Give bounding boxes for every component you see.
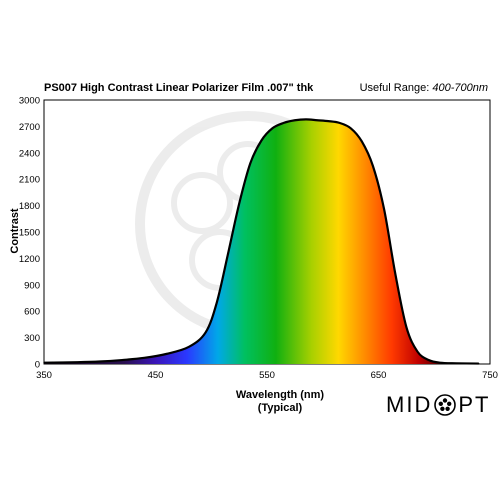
logo-text-left: MID [386,392,433,417]
x-tick-label: 550 [259,370,275,381]
data-point [372,165,374,167]
y-tick-label: 2400 [19,148,40,159]
data-point [305,118,307,120]
data-point [271,127,274,129]
x-axis-label: Wavelength (nm) [235,389,325,401]
data-point [350,127,352,129]
y-tick-label: 3000 [19,96,40,107]
data-point [216,301,218,303]
data-point [43,362,45,364]
data-point [439,362,441,364]
data-point [76,361,79,363]
x-tick-label: 450 [148,370,164,381]
data-point [143,357,145,359]
data-point [338,122,341,124]
data-point [405,326,407,328]
data-point [327,120,329,122]
data-point [428,359,430,361]
logo-text-right: PT [458,392,491,417]
y-tick-label: 2700 [19,122,40,133]
y-tick-label: 600 [24,307,40,318]
data-point [227,253,229,255]
data-point [249,162,251,164]
data-point [361,140,363,142]
data-point [205,331,207,333]
y-tick-label: 0 [35,360,40,371]
useful-range-label: Useful Range: [359,82,430,94]
y-tick-label: 2100 [19,175,40,186]
data-point [99,360,101,363]
data-point [383,208,385,210]
data-point [260,139,263,142]
x-tick-label: 350 [36,370,52,381]
data-point [478,362,480,365]
x-tick-label: 650 [371,370,387,381]
x-tick-label: 750 [482,370,498,381]
y-tick-label: 1500 [19,228,40,239]
data-point [455,362,458,364]
x-axis-sublabel: (Typical) [257,402,303,414]
data-point [394,272,396,274]
useful-range: Useful Range: 400-700nm [360,82,488,94]
logo-lens-icon [434,394,457,416]
data-point [166,353,168,355]
x-axis-title: Wavelength (nm) (Typical) [220,389,340,415]
data-point [238,203,240,205]
useful-range-value: 400-700nm [432,82,488,94]
y-axis-title: Contrast [9,208,21,254]
chart-title: PS007 High Contrast Linear Polarizer Fil… [44,82,314,94]
y-tick-label: 300 [24,333,40,344]
data-point [188,346,190,348]
series-area [44,119,479,364]
midopt-logo: MID PT [386,388,490,422]
data-point [294,119,296,121]
y-tick-label: 900 [24,280,40,291]
data-point [416,351,419,353]
data-point [283,122,285,124]
y-tick-label: 1200 [19,254,40,265]
data-point [121,359,123,361]
y-tick-label: 1800 [19,201,40,212]
data-point [316,119,318,121]
